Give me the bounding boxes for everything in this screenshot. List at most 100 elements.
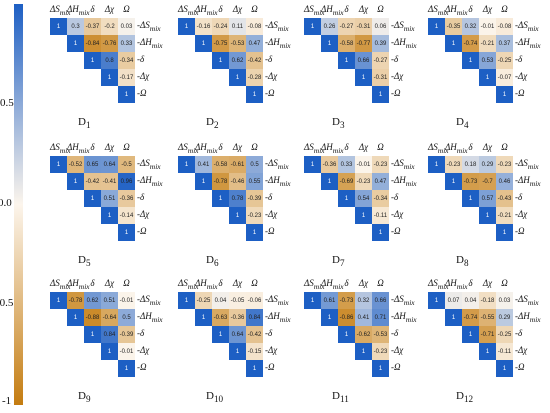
- correlation-cell: 0.33: [338, 156, 355, 173]
- colorbar-tick-label: 0.0: [0, 197, 12, 209]
- correlation-cell: 0.29: [496, 309, 513, 326]
- correlation-cell: 0.61: [321, 292, 338, 309]
- panel-title: D8: [456, 254, 469, 269]
- row-label: -Δχ: [265, 345, 278, 355]
- diagonal-cell: 1: [372, 86, 389, 103]
- row-label: -Ω: [265, 226, 275, 236]
- colorbar-tick-label: 0.5: [0, 97, 14, 109]
- column-label: ΔHmix: [67, 4, 90, 17]
- correlation-cell: -0.27: [338, 18, 355, 35]
- row-label: -ΔHmix: [265, 175, 291, 188]
- diagonal-cell: 1: [428, 292, 445, 309]
- row-label: -Δχ: [265, 209, 278, 219]
- column-label: ΔSmix: [428, 142, 449, 155]
- correlation-cell: -0.55: [479, 309, 496, 326]
- correlation-cell: 0.33: [118, 35, 135, 52]
- row-label: -ΔSmix: [515, 158, 539, 171]
- row-label: -ΔSmix: [265, 158, 289, 171]
- correlation-cell: 0.3: [67, 18, 84, 35]
- correlation-cell: 0.71: [372, 309, 389, 326]
- diagonal-cell: 1: [178, 18, 195, 35]
- correlation-cell: -0.25: [195, 292, 212, 309]
- correlation-panel-d7: ΔSmix ΔHmix δ Δχ Ω 1 -0.36 0.33 -0.01 -0.23 1 -0.69…: [304, 142, 424, 272]
- column-label: δ: [344, 4, 349, 14]
- diagonal-cell: 1: [67, 35, 84, 52]
- row-label: -Ω: [515, 226, 525, 236]
- diagonal-cell: 1: [50, 18, 67, 35]
- column-label: Δχ: [482, 4, 493, 14]
- correlation-cell: -0.5: [118, 156, 135, 173]
- correlation-cell: 0.5: [118, 309, 135, 326]
- correlation-cell: 0.26: [321, 18, 338, 35]
- column-label: Δχ: [482, 142, 493, 152]
- diagonal-cell: 1: [212, 52, 229, 69]
- diagonal-cell: 1: [84, 190, 101, 207]
- diagonal-cell: 1: [304, 18, 321, 35]
- correlation-cell: -0.84: [84, 35, 101, 52]
- row-label: -Ω: [391, 88, 401, 98]
- column-label: δ: [90, 142, 95, 152]
- row-label: -ΔSmix: [515, 294, 539, 307]
- row-label: -Δχ: [137, 345, 150, 355]
- correlation-cell: -0.25: [496, 326, 513, 343]
- column-label: Ω: [377, 4, 384, 14]
- diagonal-cell: 1: [118, 224, 135, 241]
- correlation-cell: -0.64: [101, 309, 118, 326]
- correlation-cell: 0.11: [229, 18, 246, 35]
- correlation-cell: 0.47: [246, 35, 263, 52]
- correlation-cell: 0.57: [479, 190, 496, 207]
- row-label: -δ: [137, 54, 145, 64]
- diagonal-cell: 1: [50, 292, 67, 309]
- column-label: Ω: [377, 142, 384, 152]
- row-label: -δ: [265, 328, 273, 338]
- correlation-panel-d2: ΔSmix ΔHmix δ Δχ Ω 1 -0.16 -0.24 0.11 -0.08 1 -0.75…: [178, 4, 298, 134]
- correlation-cell: -0.42: [84, 173, 101, 190]
- diagonal-cell: 1: [50, 156, 67, 173]
- row-label: -Ω: [137, 362, 147, 372]
- row-label: -ΔSmix: [265, 20, 289, 33]
- diagonal-cell: 1: [445, 309, 462, 326]
- correlation-cell: 0.04: [212, 292, 229, 309]
- diagonal-cell: 1: [246, 86, 263, 103]
- colorbar-tick-label: -0.5: [0, 297, 14, 309]
- diagonal-cell: 1: [428, 156, 445, 173]
- diagonal-cell: 1: [118, 360, 135, 377]
- column-label: Ω: [501, 4, 508, 14]
- correlation-cell: 0.29: [479, 156, 496, 173]
- diagonal-cell: 1: [67, 173, 84, 190]
- diagonal-cell: 1: [229, 69, 246, 86]
- diagonal-cell: 1: [246, 360, 263, 377]
- diagonal-cell: 1: [195, 309, 212, 326]
- column-label: ΔSmix: [428, 278, 449, 291]
- correlation-cell: -0.42: [246, 52, 263, 69]
- column-label: Ω: [251, 142, 258, 152]
- correlation-panel-d11: ΔSmix ΔHmix δ Δχ Ω 1 0.61 -0.73 0.32 0.66 1 -0.86 0.…: [304, 278, 424, 408]
- correlation-cell: 0.54: [355, 190, 372, 207]
- column-label: δ: [468, 278, 473, 288]
- row-label: -Δχ: [391, 71, 404, 81]
- column-label: Δχ: [104, 142, 115, 152]
- correlation-cell: -0.23: [372, 156, 389, 173]
- correlation-cell: -0.06: [246, 292, 263, 309]
- correlation-cell: -0.01: [355, 156, 372, 173]
- correlation-cell: 0.62: [229, 52, 246, 69]
- correlation-cell: -0.7: [479, 173, 496, 190]
- row-label: -δ: [515, 328, 523, 338]
- column-label: Δχ: [232, 278, 243, 288]
- row-label: -Ω: [515, 362, 525, 372]
- column-label: Δχ: [104, 4, 115, 14]
- diagonal-cell: 1: [445, 35, 462, 52]
- diagonal-cell: 1: [118, 86, 135, 103]
- correlation-cell: -0.16: [195, 18, 212, 35]
- diagonal-cell: 1: [101, 69, 118, 86]
- row-label: -Δχ: [391, 209, 404, 219]
- correlation-cell: -0.07: [496, 69, 513, 86]
- column-label: Δχ: [232, 4, 243, 14]
- correlation-cell: 0.41: [355, 309, 372, 326]
- correlation-panel-d4: ΔSmix ΔHmix δ Δχ Ω 1 -0.35 0.32 -0.01 -0.08 1 -0.74…: [428, 4, 548, 134]
- correlation-cell: 0.62: [84, 292, 101, 309]
- row-label: -Ω: [137, 88, 147, 98]
- correlation-cell: 0.64: [229, 326, 246, 343]
- correlation-cell: -0.74: [462, 309, 479, 326]
- row-label: -δ: [137, 192, 145, 202]
